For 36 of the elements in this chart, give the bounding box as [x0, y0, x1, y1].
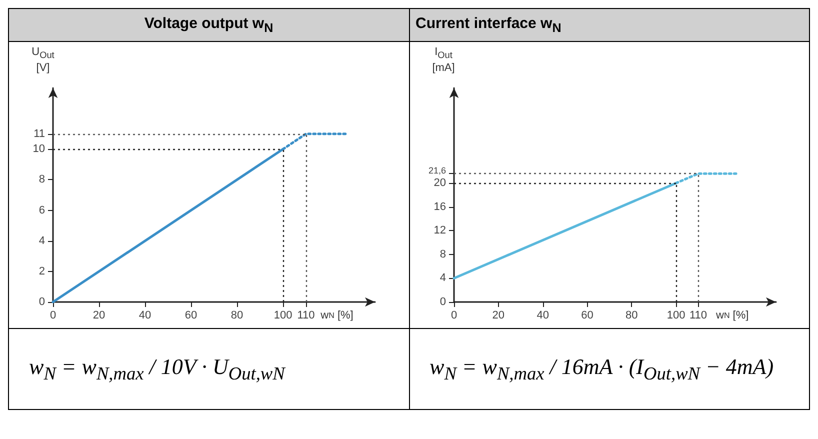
y-tick-label: 12 [433, 224, 446, 237]
x-tick-label: 80 [625, 310, 638, 322]
y-axis-title: I$_{Out}$ [mA] [431, 46, 456, 76]
x-tick-label: 0 [50, 310, 56, 322]
x-tick-label: 100 [274, 310, 292, 322]
y-tick-label: 0 [439, 296, 446, 308]
x-tick-label: 100 [666, 310, 685, 322]
y-tick-label: 2 [38, 265, 45, 278]
x-axis-title: wN [%] [320, 310, 354, 322]
x-tick-label: 110 [297, 310, 315, 322]
x-tick-label: 60 [580, 310, 593, 322]
y-tick-label: 20 [433, 177, 446, 190]
y-tick-label: 10 [32, 143, 45, 156]
y-tick-label: 8 [38, 174, 45, 186]
y-axis-title: U$_{Out}$ [V] [30, 46, 56, 76]
y-tick-label: 8 [439, 248, 446, 260]
y-tick-label: 21,6 [428, 166, 446, 176]
y-tick-label: 16 [433, 200, 446, 213]
y-tick-label: 11 [34, 128, 45, 140]
x-tick-label: 20 [92, 310, 106, 322]
y-tick-label: 4 [38, 234, 45, 247]
x-tick-label: 80 [230, 310, 244, 322]
x-axis-title: wN [%] [714, 310, 748, 322]
y-tick-label: 0 [38, 296, 45, 308]
y-tick-label: 6 [38, 204, 45, 216]
x-tick-label: 110 [689, 310, 707, 322]
text: w$_{N}$ = w$_{N,max}$ / 16mA · (I$_{Out,wN}$ − 4mA) [430, 354, 775, 384]
chart-title: Voltage output w$_{N}$ [8, 8, 409, 42]
x-tick-label: 40 [536, 310, 548, 322]
x-tick-label: 20 [492, 310, 504, 322]
y-tick-label: 4 [439, 272, 446, 284]
chart-title: Current interface w$_{N}$ [409, 8, 810, 42]
x-tick-label: 0 [450, 310, 457, 322]
x-tick-label: 60 [184, 310, 198, 322]
x-tick-label: 40 [138, 310, 152, 322]
text: w$_{N}$ = w$_{N,max}$ / 10V · U$_{Out,wN}$ [29, 354, 287, 384]
